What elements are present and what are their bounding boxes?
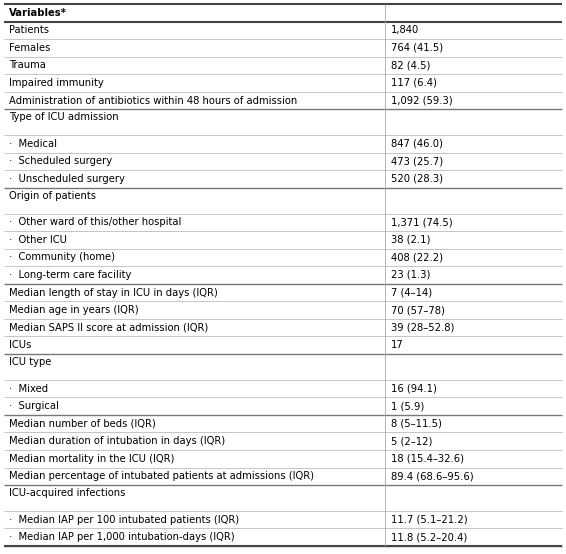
Text: Median number of beds (IQR): Median number of beds (IQR) xyxy=(9,419,156,429)
Text: 847 (46.0): 847 (46.0) xyxy=(391,139,443,149)
Text: 8 (5–11.5): 8 (5–11.5) xyxy=(391,419,441,429)
Text: ·  Other ward of this/other hospital: · Other ward of this/other hospital xyxy=(9,217,181,227)
Text: ·  Mixed: · Mixed xyxy=(9,383,48,393)
Text: 16 (94.1): 16 (94.1) xyxy=(391,383,436,393)
Text: Impaired immunity: Impaired immunity xyxy=(9,78,104,88)
Text: 11.7 (5.1–21.2): 11.7 (5.1–21.2) xyxy=(391,515,467,525)
Text: 89.4 (68.6–95.6): 89.4 (68.6–95.6) xyxy=(391,471,473,481)
Text: ·  Medical: · Medical xyxy=(9,139,57,149)
Text: Median duration of intubation in days (IQR): Median duration of intubation in days (I… xyxy=(9,436,225,446)
Text: ·  Community (home): · Community (home) xyxy=(9,253,115,263)
Text: 1,371 (74.5): 1,371 (74.5) xyxy=(391,217,452,227)
Text: ·  Median IAP per 1,000 intubation-days (IQR): · Median IAP per 1,000 intubation-days (… xyxy=(9,532,235,542)
Text: 18 (15.4–32.6): 18 (15.4–32.6) xyxy=(391,454,464,464)
Text: ·  Unscheduled surgery: · Unscheduled surgery xyxy=(9,174,125,184)
Text: 23 (1.3): 23 (1.3) xyxy=(391,270,430,280)
Text: Type of ICU admission: Type of ICU admission xyxy=(9,112,119,122)
Text: 39 (28–52.8): 39 (28–52.8) xyxy=(391,322,454,332)
Text: Median age in years (IQR): Median age in years (IQR) xyxy=(9,305,139,315)
Text: Administration of antibiotics within 48 hours of admission: Administration of antibiotics within 48 … xyxy=(9,95,297,105)
Text: 38 (2.1): 38 (2.1) xyxy=(391,235,430,245)
Text: 17: 17 xyxy=(391,340,404,350)
Text: ICUs: ICUs xyxy=(9,340,31,350)
Text: Median length of stay in ICU in days (IQR): Median length of stay in ICU in days (IQ… xyxy=(9,288,218,297)
Text: 117 (6.4): 117 (6.4) xyxy=(391,78,436,88)
Text: 1,092 (59.3): 1,092 (59.3) xyxy=(391,95,452,105)
Text: ·  Long-term care facility: · Long-term care facility xyxy=(9,270,131,280)
Text: Median SAPS II score at admission (IQR): Median SAPS II score at admission (IQR) xyxy=(9,322,208,332)
Text: 1,840: 1,840 xyxy=(391,25,419,35)
Text: Median percentage of intubated patients at admissions (IQR): Median percentage of intubated patients … xyxy=(9,471,314,481)
Text: ·  Median IAP per 100 intubated patients (IQR): · Median IAP per 100 intubated patients … xyxy=(9,515,239,525)
Text: Origin of patients: Origin of patients xyxy=(9,191,96,201)
Text: Trauma: Trauma xyxy=(9,60,46,70)
Text: 5 (2–12): 5 (2–12) xyxy=(391,436,432,446)
Text: 70 (57–78): 70 (57–78) xyxy=(391,305,444,315)
Text: 473 (25.7): 473 (25.7) xyxy=(391,156,443,166)
Text: 520 (28.3): 520 (28.3) xyxy=(391,174,443,184)
Text: 82 (4.5): 82 (4.5) xyxy=(391,60,430,70)
Text: 7 (4–14): 7 (4–14) xyxy=(391,288,432,297)
Text: 1 (5.9): 1 (5.9) xyxy=(391,401,424,411)
Text: ·  Other ICU: · Other ICU xyxy=(9,235,67,245)
Text: 764 (41.5): 764 (41.5) xyxy=(391,43,443,53)
Text: ·  Scheduled surgery: · Scheduled surgery xyxy=(9,156,112,166)
Text: Females: Females xyxy=(9,43,50,53)
Text: ICU-acquired infections: ICU-acquired infections xyxy=(9,488,126,498)
Text: ICU type: ICU type xyxy=(9,357,52,367)
Text: 11.8 (5.2–20.4): 11.8 (5.2–20.4) xyxy=(391,532,467,542)
Text: Patients: Patients xyxy=(9,25,49,35)
Text: ·  Surgical: · Surgical xyxy=(9,401,59,411)
Text: Variables*: Variables* xyxy=(9,8,67,18)
Text: 408 (22.2): 408 (22.2) xyxy=(391,253,443,263)
Text: Median mortality in the ICU (IQR): Median mortality in the ICU (IQR) xyxy=(9,454,174,464)
